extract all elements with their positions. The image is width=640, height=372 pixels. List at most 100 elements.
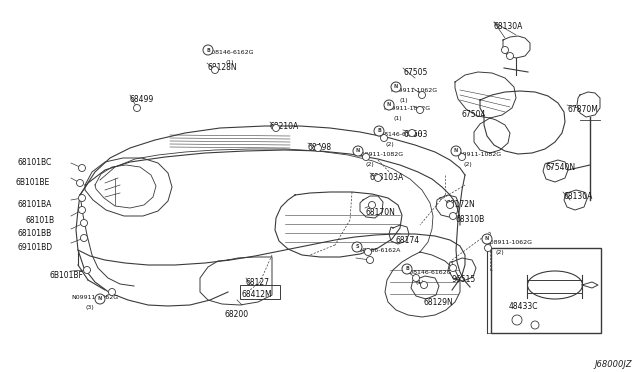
- Text: 68130A: 68130A: [494, 22, 524, 31]
- Ellipse shape: [384, 100, 394, 110]
- Text: B: B: [377, 128, 381, 134]
- Text: 68101BB: 68101BB: [18, 229, 52, 238]
- Text: 68172N: 68172N: [445, 200, 475, 209]
- Text: (2): (2): [464, 162, 473, 167]
- Text: 683103A: 683103A: [370, 173, 404, 182]
- Ellipse shape: [109, 289, 115, 295]
- Text: N: N: [485, 237, 489, 241]
- Ellipse shape: [482, 234, 492, 244]
- Text: (1): (1): [393, 116, 402, 121]
- Ellipse shape: [367, 257, 374, 263]
- Text: 68499: 68499: [130, 95, 154, 104]
- Text: B08146-6162G: B08146-6162G: [405, 270, 451, 275]
- Text: 68130A: 68130A: [563, 192, 593, 201]
- Text: 68170N: 68170N: [365, 208, 395, 217]
- Ellipse shape: [512, 315, 522, 325]
- Text: 68200: 68200: [225, 310, 249, 319]
- Ellipse shape: [79, 195, 86, 202]
- Ellipse shape: [458, 154, 465, 160]
- Ellipse shape: [273, 125, 280, 131]
- Ellipse shape: [402, 264, 412, 274]
- Text: 67504: 67504: [462, 110, 486, 119]
- Ellipse shape: [391, 82, 401, 92]
- Ellipse shape: [81, 234, 88, 241]
- Text: (3): (3): [85, 305, 93, 310]
- Ellipse shape: [314, 144, 321, 151]
- Ellipse shape: [502, 46, 509, 54]
- Text: N08911-1062G: N08911-1062G: [485, 240, 532, 245]
- Ellipse shape: [449, 212, 456, 219]
- Text: 67505: 67505: [403, 68, 428, 77]
- Text: B08146-6162G: B08146-6162G: [207, 50, 253, 55]
- Text: S: S: [355, 244, 359, 250]
- Text: 68412M: 68412M: [242, 290, 273, 299]
- Text: (2): (2): [366, 162, 375, 167]
- Text: 67503: 67503: [403, 130, 428, 139]
- Text: N09911-1082G: N09911-1082G: [454, 152, 501, 157]
- Ellipse shape: [484, 244, 492, 251]
- Text: B: B: [405, 266, 409, 272]
- Bar: [240, 285, 280, 299]
- Text: (2): (2): [386, 142, 395, 147]
- Text: 68101BA: 68101BA: [18, 200, 52, 209]
- Text: N09911-1082G: N09911-1082G: [356, 152, 403, 157]
- Ellipse shape: [81, 219, 88, 227]
- Text: 69101BD: 69101BD: [18, 243, 53, 252]
- Text: 68101BC: 68101BC: [18, 158, 52, 167]
- Text: 6B101BE: 6B101BE: [16, 178, 51, 187]
- Text: 68498: 68498: [308, 143, 332, 152]
- Text: (1): (1): [400, 98, 408, 103]
- Text: S08566-6162A: S08566-6162A: [356, 248, 401, 253]
- Text: N09911-1062G: N09911-1062G: [390, 88, 437, 93]
- Text: 68210A: 68210A: [270, 122, 300, 131]
- Text: B: B: [206, 48, 210, 52]
- Ellipse shape: [211, 67, 218, 74]
- Ellipse shape: [408, 129, 415, 137]
- Text: N: N: [387, 103, 391, 108]
- Ellipse shape: [369, 202, 376, 208]
- Ellipse shape: [362, 154, 369, 160]
- Text: 96515: 96515: [452, 275, 476, 284]
- Ellipse shape: [506, 52, 513, 60]
- Ellipse shape: [531, 321, 539, 329]
- Ellipse shape: [134, 105, 141, 112]
- Ellipse shape: [420, 282, 428, 289]
- Ellipse shape: [417, 106, 424, 113]
- Ellipse shape: [451, 146, 461, 156]
- Text: N09911-1062G: N09911-1062G: [383, 106, 430, 111]
- Ellipse shape: [365, 248, 371, 256]
- Text: B08146-6122H: B08146-6122H: [376, 132, 422, 137]
- Text: N09911-1062G: N09911-1062G: [71, 295, 118, 300]
- Text: N: N: [98, 296, 102, 301]
- Ellipse shape: [447, 202, 454, 208]
- Text: (2): (2): [495, 250, 504, 255]
- Text: N: N: [454, 148, 458, 154]
- Ellipse shape: [449, 264, 456, 272]
- Ellipse shape: [77, 180, 83, 186]
- Ellipse shape: [374, 126, 384, 136]
- Text: 67870M: 67870M: [567, 105, 598, 114]
- Text: N: N: [356, 148, 360, 154]
- Text: 48433C: 48433C: [509, 302, 538, 311]
- Ellipse shape: [79, 206, 86, 214]
- Text: (2): (2): [366, 258, 375, 263]
- Text: 67540N: 67540N: [546, 163, 576, 172]
- Ellipse shape: [352, 242, 362, 252]
- Ellipse shape: [203, 45, 213, 55]
- Text: J68000JZ: J68000JZ: [594, 360, 632, 369]
- Ellipse shape: [95, 294, 105, 304]
- Text: 68128N: 68128N: [208, 63, 237, 72]
- Text: 68310B: 68310B: [455, 215, 484, 224]
- Text: 68174: 68174: [395, 236, 419, 245]
- Bar: [491, 248, 601, 333]
- Text: N: N: [394, 84, 398, 90]
- Text: (1): (1): [415, 280, 424, 285]
- Text: 68101B: 68101B: [25, 216, 54, 225]
- Ellipse shape: [79, 164, 86, 171]
- Ellipse shape: [374, 174, 381, 182]
- Ellipse shape: [413, 275, 419, 282]
- Ellipse shape: [381, 135, 387, 141]
- Ellipse shape: [83, 266, 90, 273]
- Text: 68129N: 68129N: [424, 298, 454, 307]
- Text: (1): (1): [225, 60, 234, 65]
